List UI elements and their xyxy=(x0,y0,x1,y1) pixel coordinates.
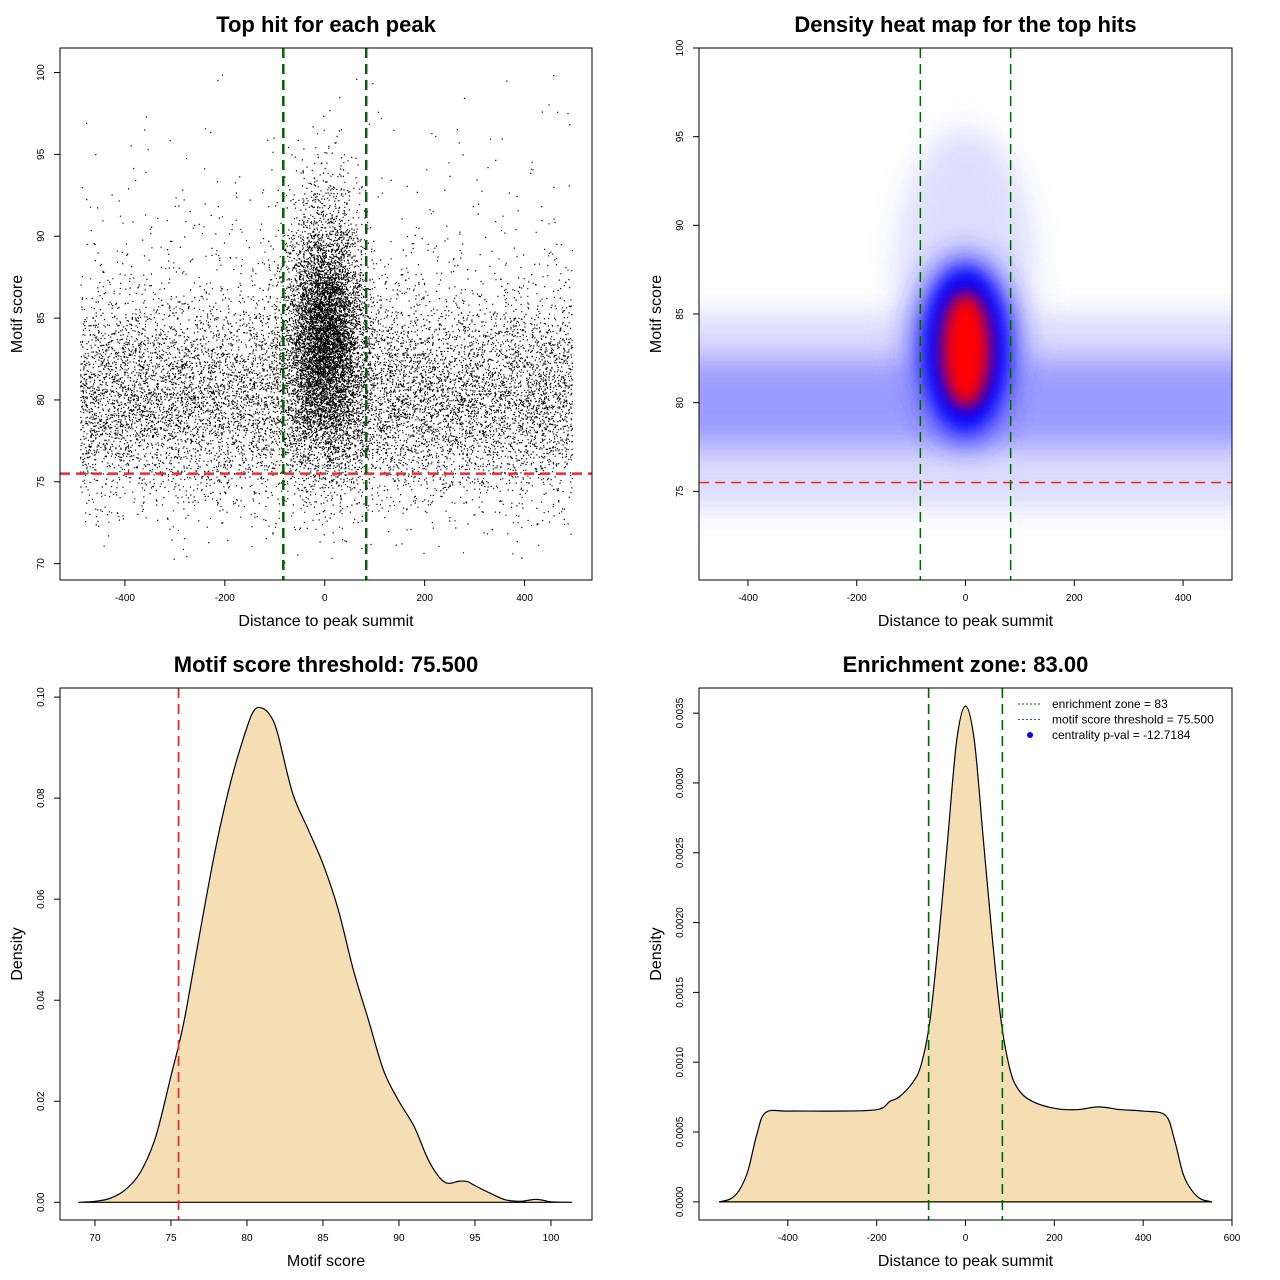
chart-title: Top hit for each peak xyxy=(216,12,436,37)
y-tick-label: 90 xyxy=(36,230,47,242)
y-tick-label: 0.08 xyxy=(36,788,47,808)
y-tick-label: 100 xyxy=(36,64,47,81)
chart-title: Density heat map for the top hits xyxy=(794,12,1136,37)
legend-item: centrality p-val = -12.7184 xyxy=(1027,728,1191,742)
chart-title: Motif score threshold: 75.500 xyxy=(174,652,478,677)
plot-frame xyxy=(59,687,593,1221)
x-tick-label: 600 xyxy=(1224,1233,1241,1244)
x-tick-label: 80 xyxy=(241,1233,253,1244)
x-tick-label: 400 xyxy=(516,593,533,604)
y-tick-label: 85 xyxy=(675,308,686,320)
density-fill xyxy=(718,706,1213,1202)
y-tick-label: 70 xyxy=(36,558,47,570)
legend-label: enrichment zone = 83 xyxy=(1052,697,1168,711)
y-tick-label: 80 xyxy=(36,394,47,406)
legend-label: centrality p-val = -12.7184 xyxy=(1052,728,1191,742)
legend-label: motif score threshold = 75.500 xyxy=(1052,713,1214,727)
y-tick-label: 95 xyxy=(675,131,686,143)
y-tick-label: 0.0030 xyxy=(675,767,686,798)
x-tick-label: 95 xyxy=(469,1233,481,1244)
scatter-points xyxy=(80,74,574,564)
y-tick-label: 0.02 xyxy=(36,1091,47,1111)
axes-1: Density heat map for the top hits Distanc… xyxy=(648,12,1192,630)
y-tick-label: 85 xyxy=(36,312,47,324)
plot-frame xyxy=(59,47,593,581)
legend: enrichment zone = 83 motif score threshol… xyxy=(1018,697,1214,742)
x-axis-label: Distance to peak summit xyxy=(238,613,414,630)
y-tick-label: 0.04 xyxy=(36,990,47,1010)
x-tick-label: 400 xyxy=(1175,593,1192,604)
x-tick-label: 200 xyxy=(1046,1233,1063,1244)
legend-item: motif score threshold = 75.500 xyxy=(1018,713,1214,727)
y-tick-label: 0.00 xyxy=(36,1192,47,1212)
y-axis-label: Density xyxy=(648,927,665,980)
x-tick-label: 75 xyxy=(165,1233,177,1244)
x-tick-label: 400 xyxy=(1135,1233,1152,1244)
x-tick-label: -400 xyxy=(115,593,135,604)
heatmap xyxy=(699,128,1232,510)
y-axis-label: Motif score xyxy=(648,275,665,353)
x-tick-label: 200 xyxy=(416,593,433,604)
axes-0: Top hit for each peak Distance to peak su… xyxy=(9,12,533,630)
y-axis-label: Motif score xyxy=(9,275,26,353)
x-tick-label: 90 xyxy=(393,1233,405,1244)
x-tick-label: -400 xyxy=(778,1233,798,1244)
x-tick-label: 100 xyxy=(543,1233,560,1244)
density-curve xyxy=(718,705,1213,1203)
legend-item: enrichment zone = 83 xyxy=(1018,697,1168,711)
x-tick-label: 0 xyxy=(322,593,328,604)
x-axis-label: Distance to peak summit xyxy=(878,1253,1054,1270)
heat-peak xyxy=(941,291,990,408)
density-fill xyxy=(78,707,573,1203)
y-tick-label: 0.0035 xyxy=(675,697,686,728)
scatter-point-cloud xyxy=(80,74,574,564)
y-tick-label: 0.0020 xyxy=(675,907,686,938)
axes-2: Motif score threshold: 75.500 Motif score… xyxy=(9,652,560,1270)
y-tick-label: 0.0000 xyxy=(675,1186,686,1217)
x-tick-label: 85 xyxy=(317,1233,329,1244)
y-tick-label: 80 xyxy=(675,397,686,409)
axes-3: Enrichment zone: 83.00 Distance to peak s… xyxy=(648,652,1241,1270)
x-tick-label: -200 xyxy=(867,1233,887,1244)
y-tick-label: 100 xyxy=(675,39,686,56)
y-tick-label: 0.10 xyxy=(36,687,47,707)
x-tick-label: -200 xyxy=(215,593,235,604)
legend-swatch xyxy=(1027,732,1033,738)
chart-title: Enrichment zone: 83.00 xyxy=(843,652,1089,677)
y-tick-label: 75 xyxy=(675,485,686,497)
y-tick-label: 0.0015 xyxy=(675,977,686,1008)
x-tick-label: 0 xyxy=(963,1233,969,1244)
y-tick-label: 95 xyxy=(36,148,47,160)
y-tick-label: 75 xyxy=(36,476,47,488)
y-tick-label: 0.0005 xyxy=(675,1116,686,1147)
y-tick-label: 90 xyxy=(675,219,686,231)
x-axis-label: Motif score xyxy=(287,1253,365,1270)
x-tick-label: -400 xyxy=(738,593,758,604)
x-axis-label: Distance to peak summit xyxy=(878,613,1054,630)
plot-frame xyxy=(698,47,1233,581)
x-tick-label: -200 xyxy=(847,593,867,604)
y-axis-label: Density xyxy=(9,927,26,980)
x-tick-label: 200 xyxy=(1066,593,1083,604)
x-tick-label: 70 xyxy=(89,1233,101,1244)
plot-frame xyxy=(698,687,1233,1221)
y-tick-label: 0.0025 xyxy=(675,837,686,868)
x-tick-label: 0 xyxy=(963,593,969,604)
y-tick-label: 0.0010 xyxy=(675,1046,686,1077)
density-curve xyxy=(78,706,573,1203)
y-tick-label: 0.06 xyxy=(36,889,47,909)
